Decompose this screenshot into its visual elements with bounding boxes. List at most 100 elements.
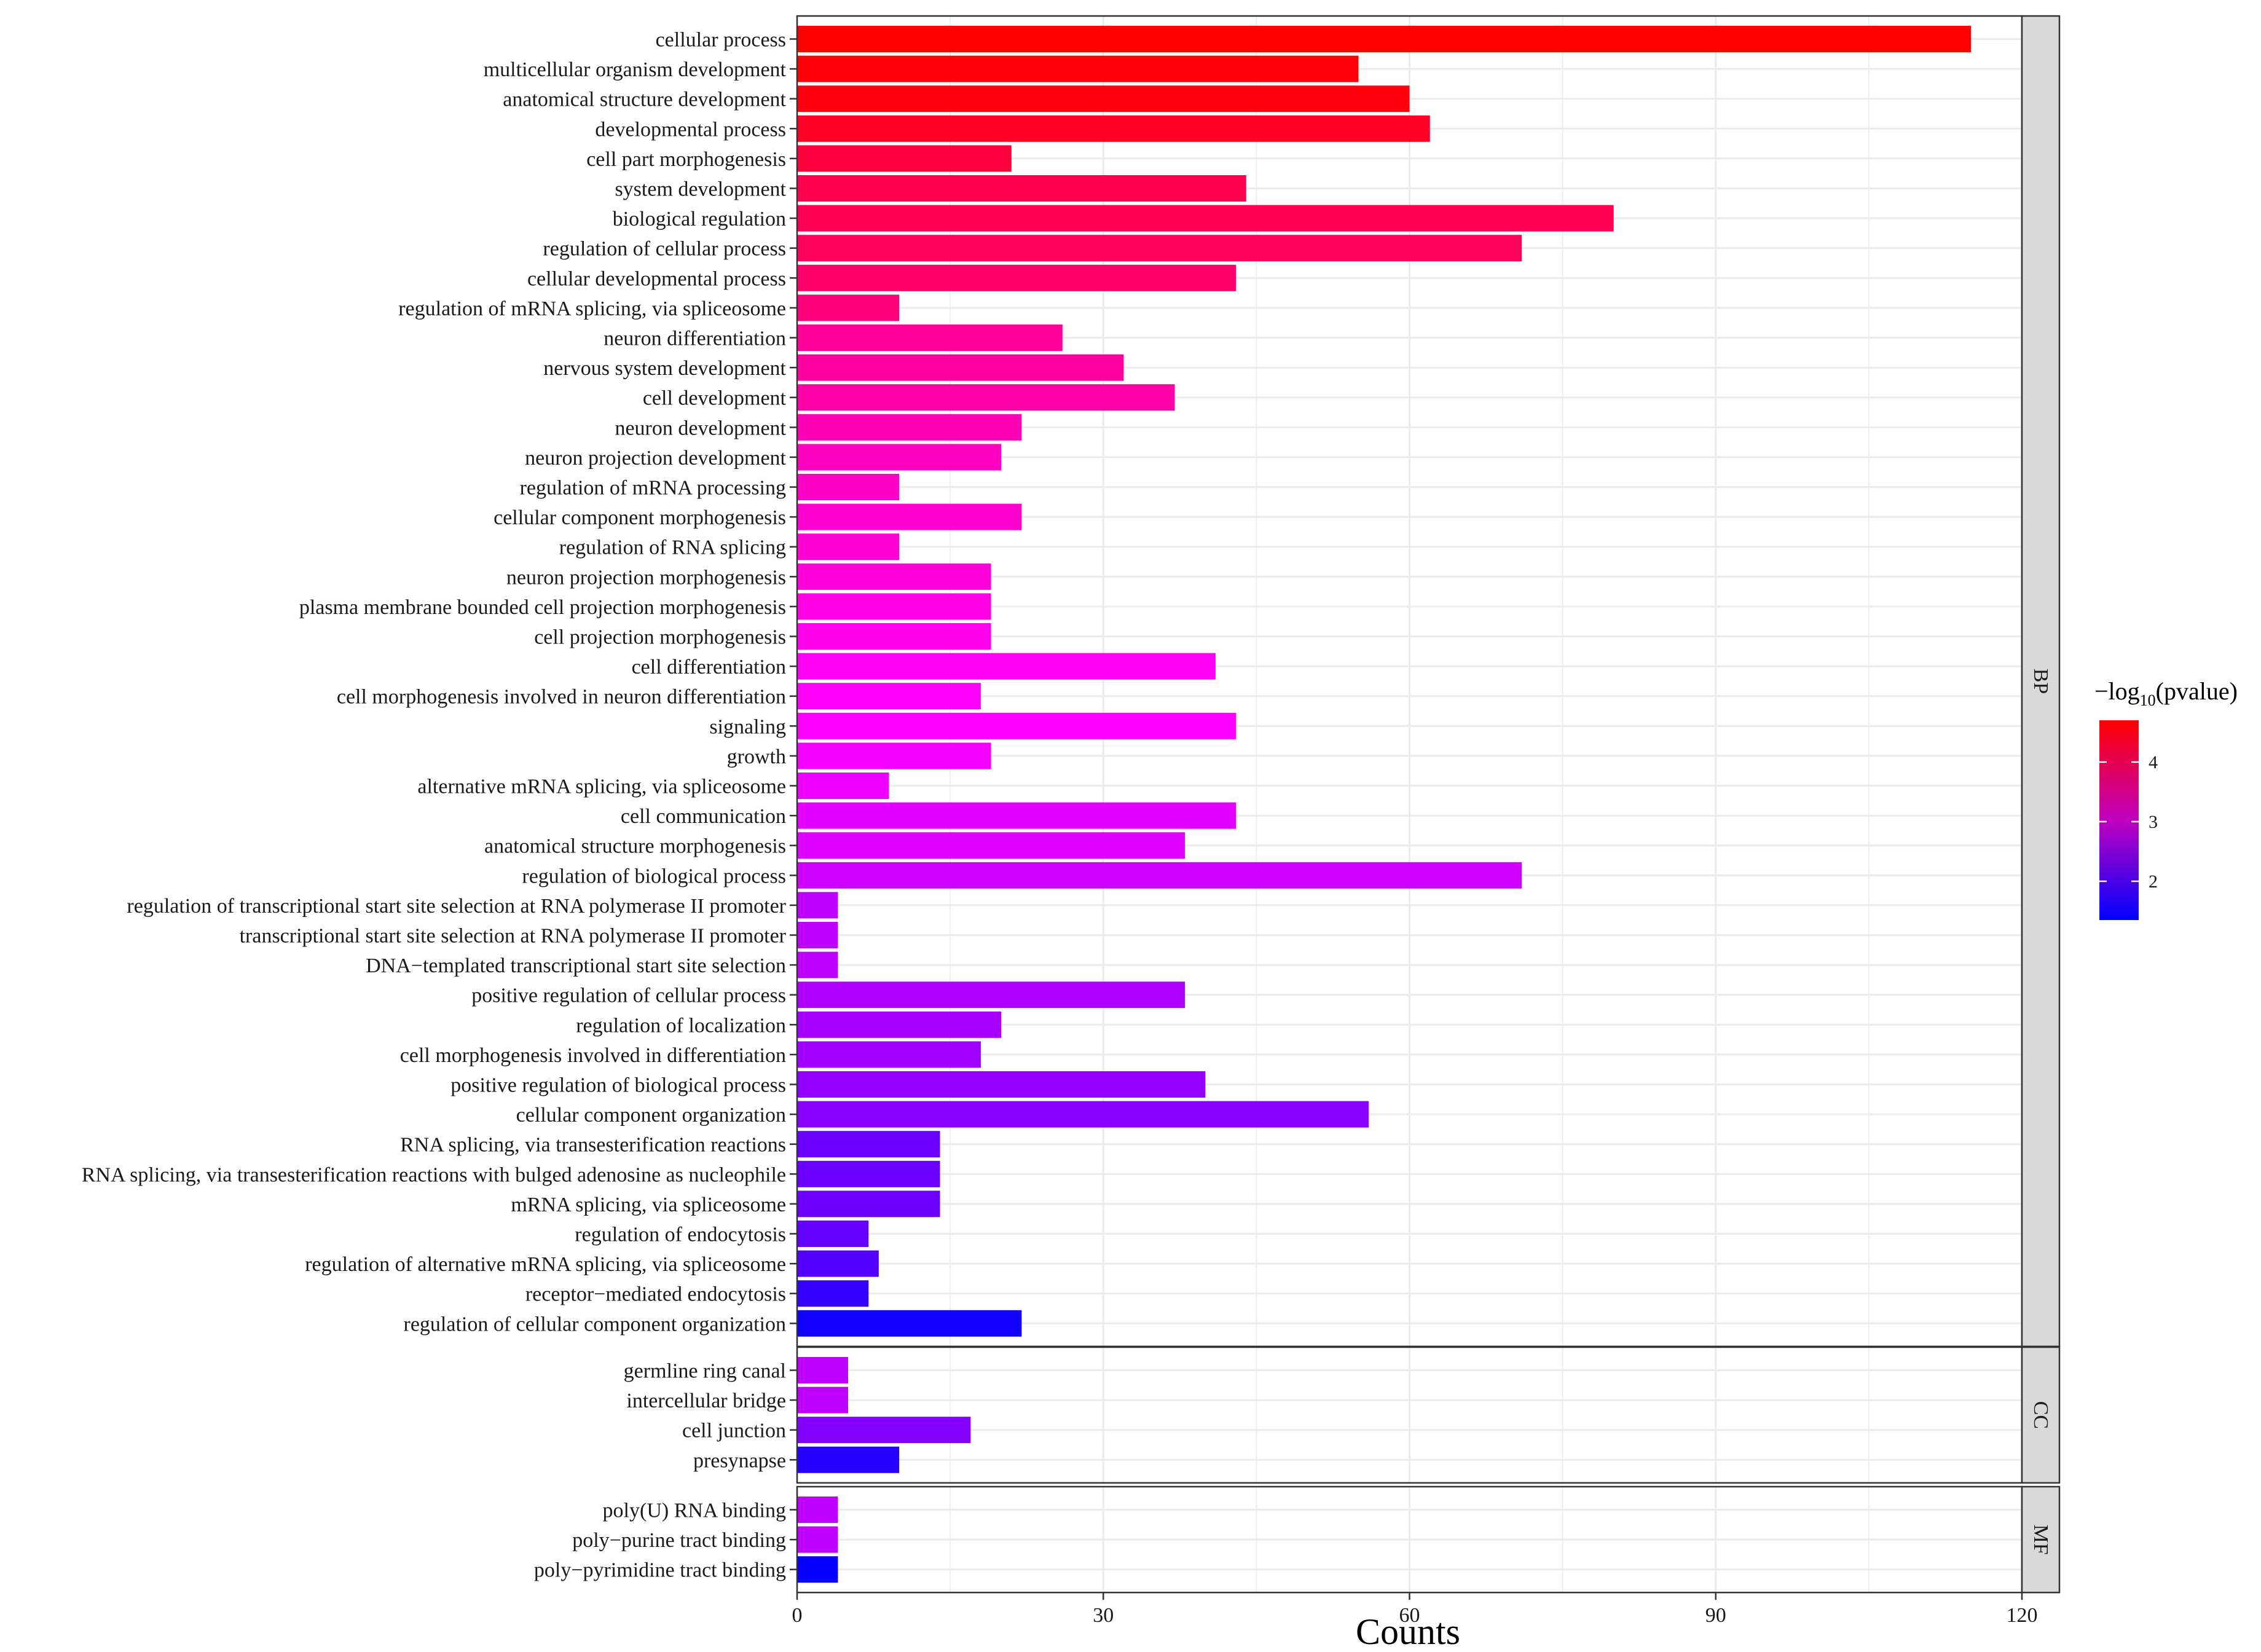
term-label-bp: multicellular organism development <box>484 58 787 81</box>
bar-bp <box>797 533 900 560</box>
bar-bp <box>797 1310 1022 1337</box>
term-label-bp: positive regulation of cellular process <box>471 985 786 1007</box>
bar-bp <box>797 683 981 710</box>
term-label-bp: system development <box>615 178 786 201</box>
term-label-bp: regulation of localization <box>576 1014 786 1037</box>
bar-bp <box>797 951 838 978</box>
term-label-bp: regulation of biological process <box>522 865 786 887</box>
term-label-bp: regulation of cellular component organiz… <box>404 1313 787 1335</box>
term-label-bp: nervous system development <box>543 357 786 380</box>
bar-bp <box>797 294 900 321</box>
bar-cc <box>797 1357 849 1383</box>
bar-bp <box>797 1101 1369 1128</box>
bar-bp <box>797 1221 869 1247</box>
bar-bp <box>797 802 1237 829</box>
bar-bp <box>797 773 889 799</box>
bar-bp <box>797 832 1186 859</box>
term-label-bp: DNA−templated transcriptional start site… <box>366 954 786 977</box>
x-tick-label: 30 <box>1093 1604 1114 1627</box>
term-label-bp: cellular component morphogenesis <box>493 506 786 529</box>
term-label-bp: cell morphogenesis involved in neuron di… <box>337 686 786 709</box>
bar-bp <box>797 175 1246 202</box>
term-label-bp: regulation of alternative mRNA splicing,… <box>305 1253 786 1276</box>
bar-bp <box>797 1190 940 1217</box>
bar-bp <box>797 85 1410 112</box>
term-label-cc: germline ring canal <box>624 1360 786 1383</box>
bar-cc <box>797 1446 900 1473</box>
facet-label-cc: CC <box>2029 1401 2052 1429</box>
term-label-bp: regulation of transcriptional start site… <box>127 895 786 918</box>
term-label-bp: cell communication <box>621 805 786 828</box>
bar-mf <box>797 1497 838 1523</box>
bar-cc <box>797 1386 849 1414</box>
bar-bp <box>797 354 1124 381</box>
term-label-bp: biological regulation <box>613 208 786 230</box>
bar-bp <box>797 264 1237 291</box>
term-label-bp: neuron projection morphogenesis <box>506 566 786 589</box>
bar-cc <box>797 1417 971 1444</box>
legend-tick-label: 4 <box>2149 752 2158 773</box>
bar-bp <box>797 862 1522 889</box>
term-label-bp: receptor−mediated endocytosis <box>525 1283 786 1306</box>
term-label-bp: mRNA splicing, via spliceosome <box>511 1194 786 1216</box>
term-label-bp: signaling <box>709 715 786 738</box>
term-label-bp: regulation of mRNA processing <box>520 477 786 500</box>
x-axis-title: Counts <box>1356 1611 1460 1652</box>
frame-layer: BP CC MF <box>796 15 2061 1594</box>
bar-bp <box>797 1041 981 1068</box>
bar-bp <box>797 922 838 948</box>
bar-bp <box>797 653 1216 680</box>
term-label-bp: regulation of endocytosis <box>575 1224 786 1246</box>
term-label-cc: cell junction <box>682 1420 786 1442</box>
legend-ticks: 2 3 4 <box>2099 752 2158 892</box>
term-label-bp: cell differentiation <box>632 656 786 678</box>
bar-bp <box>797 1250 879 1277</box>
bar-bp <box>797 892 838 919</box>
x-tick-label: 60 <box>1399 1604 1420 1627</box>
bar-bp <box>797 235 1522 262</box>
term-label-bp: alternative mRNA splicing, via spliceoso… <box>417 776 786 798</box>
bar-bp <box>797 593 991 620</box>
bar-bp <box>797 712 1237 739</box>
x-tick-label: 90 <box>1705 1604 1726 1627</box>
color-legend: −log10(pvalue) 2 3 4 <box>2094 677 2238 920</box>
bar-bp <box>797 742 991 769</box>
bar-bp <box>797 205 1614 232</box>
term-label-bp: cell development <box>643 387 787 410</box>
bar-bp <box>797 1280 869 1307</box>
legend-tick-label: 3 <box>2149 812 2158 832</box>
bar-bp <box>797 444 1002 471</box>
bar-bp <box>797 503 1022 530</box>
bar-bp <box>797 115 1430 142</box>
term-label-bp: neuron projection development <box>525 447 786 470</box>
term-label-bp: growth <box>727 745 786 768</box>
x-axis: 0 30 60 90 120 <box>792 1592 2038 1627</box>
bar-bp <box>797 145 1012 172</box>
term-label-bp: cellular process <box>656 29 786 52</box>
term-label-bp: cell part morphogenesis <box>586 148 786 171</box>
term-label-mf: poly−pyrimidine tract binding <box>534 1559 786 1582</box>
bar-bp <box>797 981 1186 1009</box>
facet-label-bp: BP <box>2029 669 2052 694</box>
term-label-bp: transcriptional start site selection at … <box>240 925 787 948</box>
bar-bp <box>797 1160 940 1187</box>
term-label-bp: anatomical structure development <box>503 88 786 111</box>
term-label-mf: poly−purine tract binding <box>572 1529 786 1552</box>
facet-strip-cc <box>2021 1346 2061 1484</box>
term-label-bp: RNA splicing, via transesterification re… <box>82 1163 786 1186</box>
term-label-bp: developmental process <box>595 118 786 141</box>
term-label-bp: regulation of RNA splicing <box>559 537 786 559</box>
term-label-bp: plasma membrane bounded cell projection … <box>299 596 786 619</box>
facet-strip-bp <box>2021 15 2061 1348</box>
bar-bp <box>797 1131 940 1158</box>
bar-mf <box>797 1526 838 1553</box>
facet-strip-mf <box>2021 1485 2061 1594</box>
term-labels: cellular process multicellular organism d… <box>82 29 797 1582</box>
term-label-bp: regulation of mRNA splicing, via spliceo… <box>398 297 786 320</box>
x-tick-label: 120 <box>2007 1604 2038 1627</box>
term-label-cc: intercellular bridge <box>626 1390 786 1412</box>
term-label-bp: cell projection morphogenesis <box>534 626 786 649</box>
bar-bp <box>797 55 1359 82</box>
bar-bp <box>797 1071 1206 1098</box>
